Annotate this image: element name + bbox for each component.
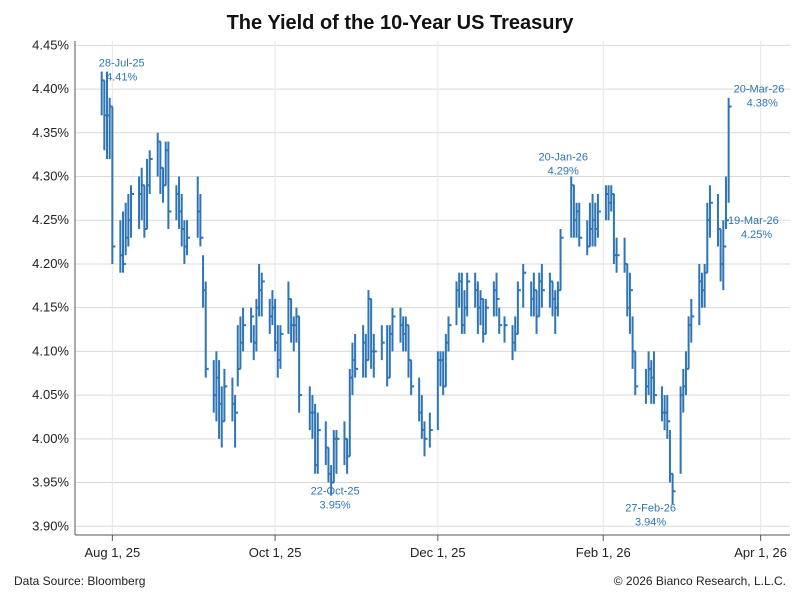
ohlc-bar <box>148 150 153 195</box>
ohlc-bar <box>250 307 255 343</box>
ohlc-bar <box>498 307 503 334</box>
y-tick-label: 3.95% <box>32 475 69 490</box>
annotation-value-label: 4.29% <box>548 165 579 177</box>
ohlc-bar <box>634 351 639 396</box>
annotation-value-label: 3.95% <box>320 500 351 512</box>
annotation-value-label: 4.41% <box>106 71 137 83</box>
ohlc-bar <box>372 333 377 378</box>
ohlc-bar <box>242 307 247 352</box>
y-tick-label: 4.15% <box>32 300 69 315</box>
y-tick-label: 4.35% <box>32 125 69 140</box>
gridlines <box>75 41 790 535</box>
ohlc-bar <box>130 185 135 238</box>
ohlc-bar <box>410 360 415 396</box>
x-tick-label: Oct 1, 25 <box>249 545 302 560</box>
ohlc-bar <box>727 97 732 203</box>
ohlc-bar <box>428 412 433 448</box>
ohlc-bar <box>423 421 428 457</box>
y-tick-label: 4.45% <box>32 37 69 52</box>
ohlc-bar <box>596 194 601 238</box>
annotation-date-label: 27-Feb-26 <box>625 502 676 514</box>
annotations: 28-Jul-25 4.41% 22-Oct-25 3.95% 20-Jan-26 4.2… <box>99 57 785 528</box>
ohlc-bar <box>199 194 204 247</box>
ohlc-bar <box>380 325 385 361</box>
y-tick-label: 3.90% <box>32 518 69 533</box>
annotation-date-label: 28-Jul-25 <box>99 57 145 69</box>
annotation-date-label: 20-Mar-26 <box>734 84 785 96</box>
ohlc-bar <box>484 298 489 334</box>
ohlc-bar <box>495 272 500 317</box>
ohlc-bar <box>354 333 359 378</box>
ohlc-bar <box>186 220 191 256</box>
annotation-value-label: 4.25% <box>741 229 772 241</box>
y-tick-label: 4.20% <box>32 256 69 271</box>
ohlc-bar <box>447 316 452 352</box>
ohlc-bar <box>615 237 620 273</box>
ohlc-bar <box>466 272 471 317</box>
ohlc-bar <box>522 263 527 308</box>
ohlc-bar <box>540 263 545 308</box>
y-tick-label: 4.00% <box>32 431 69 446</box>
ohlc-bar <box>234 395 239 448</box>
ohlc-bar <box>391 307 396 352</box>
annotation-date-label: 20-Jan-26 <box>538 151 588 163</box>
x-tick-label: Feb 1, 26 <box>576 545 631 560</box>
ohlc-bar <box>316 412 321 474</box>
ohlc-bar <box>167 141 172 229</box>
x-tick-label: Apr 1, 26 <box>734 545 787 560</box>
ohlc-bar <box>279 325 284 369</box>
data-source-note: Data Source: Bloomberg <box>14 574 146 588</box>
ohlc-bar <box>628 272 633 334</box>
x-tick-label: Aug 1, 25 <box>85 545 141 560</box>
annotation-date-label: 22-Oct-25 <box>311 486 360 498</box>
ohlc-bar <box>516 281 521 334</box>
ohlc-bar <box>223 368 228 422</box>
y-tick-label: 4.05% <box>32 387 69 402</box>
y-tick-label: 4.40% <box>32 81 69 96</box>
ohlc-bar <box>671 473 676 505</box>
annotation-value-label: 4.38% <box>747 98 778 110</box>
ohlc-bar <box>204 281 209 378</box>
ohlc-bar <box>503 316 508 343</box>
axes: 4.45% 4.40% 4.35% 4.30% 4.25% 4.20% 4.15% 4.10%… <box>32 37 790 560</box>
y-tick-label: 4.25% <box>32 212 69 227</box>
y-tick-label: 4.30% <box>32 169 69 184</box>
ohlc-bar <box>578 202 583 247</box>
copyright-note: © 2026 Bianco Research, L.L.C. <box>613 574 786 588</box>
ohlc-series <box>100 71 732 505</box>
ohlc-bar <box>722 220 727 291</box>
y-tick-label: 4.10% <box>32 343 69 358</box>
x-tick-label: Dec 1, 25 <box>410 545 466 560</box>
annotation-value-label: 3.94% <box>635 516 666 528</box>
ohlc-bar <box>260 272 265 317</box>
ohlc-bar <box>111 106 116 264</box>
chart-title: The Yield of the 10-Year US Treasury <box>226 12 574 34</box>
annotation-date-label: 19-Mar-26 <box>728 215 779 227</box>
ohlc-bar <box>335 430 340 474</box>
ohlc-bar <box>690 298 695 343</box>
ohlc-bar <box>298 316 303 413</box>
ohlc-bar <box>708 185 713 238</box>
ohlc-bar <box>652 351 657 404</box>
ohlc-bar <box>122 211 127 273</box>
ohlc-bar <box>559 228 564 291</box>
ohlc-bar <box>666 395 671 439</box>
ohlc-bar <box>724 176 729 229</box>
